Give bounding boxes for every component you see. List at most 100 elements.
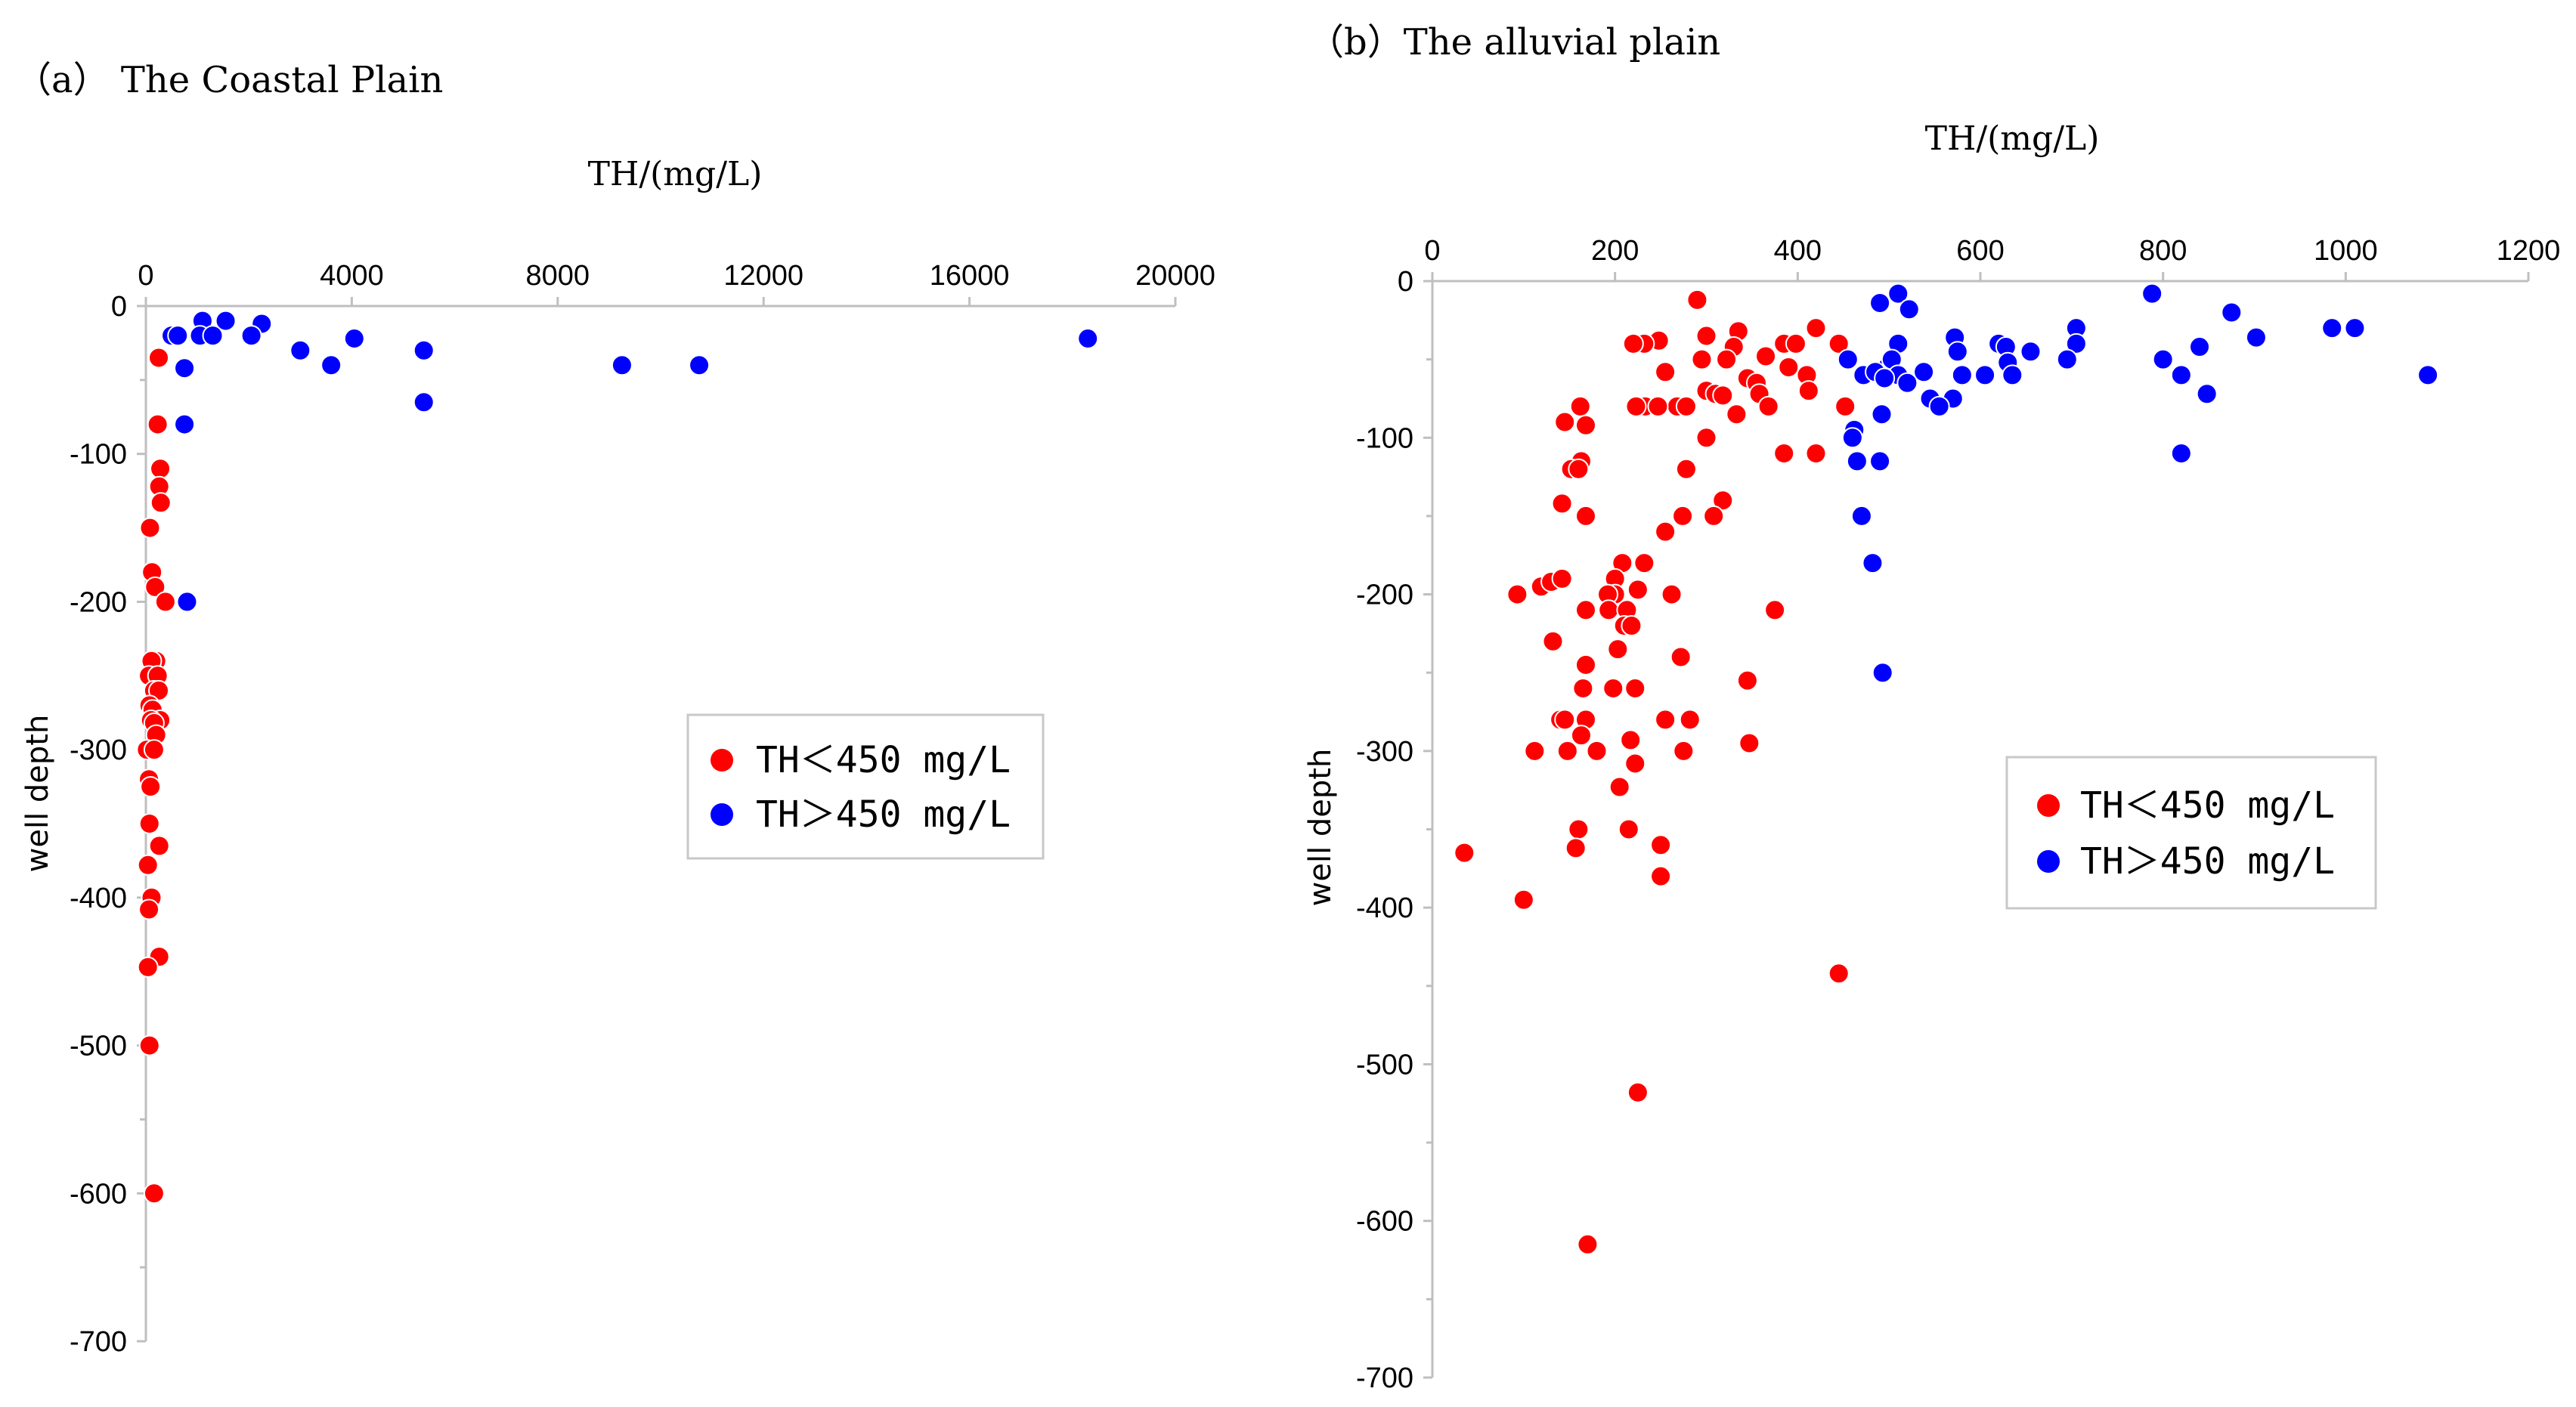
data-point (1951, 364, 1973, 386)
panel-a-x-axis-title: TH/(mg/L) (588, 155, 763, 193)
data-point (1805, 443, 1827, 465)
data-point (1834, 395, 1856, 417)
panel-a-x-tick-label: 4000 (320, 260, 384, 292)
data-point (1755, 345, 1777, 367)
data-point (148, 347, 170, 369)
data-point (1675, 458, 1697, 480)
panel-b-y-tick-label: -300 (1356, 736, 1413, 768)
data-point (1625, 395, 1647, 417)
panel-b-series-low (1454, 289, 1856, 1255)
data-point (2196, 383, 2218, 405)
panel-a-y-tick-label: -100 (70, 439, 127, 471)
data-point (1797, 380, 1819, 402)
panel-b-legend-box (2005, 756, 2377, 910)
panel-b-y-tick-label: 0 (1398, 266, 1413, 298)
panel-b-legend-label-low: TH＜450 mg/L (2080, 784, 2335, 827)
panel-b-y-tick-label: -400 (1356, 892, 1413, 924)
data-point (1691, 348, 1713, 370)
data-point (413, 339, 435, 361)
panel-b-points (1454, 283, 2439, 1255)
data-point (1764, 599, 1786, 621)
data-point (1679, 709, 1701, 731)
data-point (2141, 283, 2163, 305)
data-point (150, 458, 172, 480)
panel-a-legend-label-low: TH＜450 mg/L (756, 739, 1011, 781)
data-point (174, 357, 196, 379)
data-point (1621, 615, 1643, 637)
data-point (1568, 458, 1590, 480)
data-point (1655, 361, 1677, 383)
data-point (1568, 818, 1590, 840)
data-point (1773, 443, 1795, 465)
data-point (1633, 552, 1655, 574)
data-point (1077, 328, 1099, 350)
data-point (1551, 493, 1573, 515)
data-point (138, 813, 160, 834)
data-point (1736, 669, 1758, 691)
panel-a-x-tick-label: 20000 (1135, 260, 1215, 292)
data-point (1869, 292, 1891, 314)
panel-b-x-tick-label: 800 (2139, 235, 2187, 267)
data-point (1928, 395, 1950, 417)
panel-b-y-tick-label: -100 (1356, 422, 1413, 454)
panel-b-x-tick-label: 1200 (2497, 235, 2561, 267)
data-point (167, 325, 189, 347)
data-point (289, 339, 311, 361)
data-point (137, 956, 159, 978)
data-point (1869, 450, 1891, 472)
data-point (2002, 364, 2023, 386)
data-point (154, 591, 176, 613)
data-point (1695, 427, 1717, 449)
data-point (140, 776, 162, 798)
data-point (143, 739, 165, 761)
panel-b-legend: TH＜450 mg/L TH＞450 mg/L (2005, 756, 2377, 910)
panel-a-x-tick-label: 0 (138, 260, 153, 292)
data-point (1569, 395, 1591, 417)
data-point (413, 391, 435, 413)
data-point (343, 328, 365, 350)
data-point (1661, 583, 1683, 605)
panel-b-x-tick-label: 0 (1424, 235, 1440, 267)
data-point (1785, 332, 1807, 354)
data-point (1896, 372, 1918, 394)
panel-a-y-tick-label: -400 (70, 883, 127, 914)
data-point (1703, 505, 1725, 527)
data-point (1512, 889, 1534, 911)
panel-b-y-tick-label: -600 (1356, 1206, 1413, 1238)
data-point (1586, 740, 1608, 762)
panel-a-y-tick-label: -700 (70, 1326, 127, 1358)
panel-a-x-tick-label: 8000 (526, 260, 590, 292)
data-point (2020, 341, 2042, 363)
data-point (1670, 646, 1692, 668)
data-point (1675, 395, 1697, 417)
data-point (1572, 677, 1594, 699)
data-point (1655, 521, 1677, 543)
panel-a-series-high (161, 310, 1099, 613)
data-point (1554, 411, 1576, 433)
data-point (137, 854, 159, 876)
panel-b-title: （b）The alluvial plain (1308, 21, 1720, 63)
data-point (174, 413, 196, 435)
data-point (1622, 332, 1644, 354)
data-point (176, 591, 198, 613)
data-point (1828, 963, 1850, 985)
panel-b-x-tick-label: 200 (1591, 235, 1639, 267)
data-point (1872, 662, 1893, 684)
data-point (1565, 837, 1587, 859)
data-point (1712, 385, 1734, 407)
panel-a-legend-label-high: TH＞450 mg/L (756, 793, 1011, 836)
data-point (1551, 567, 1573, 589)
data-point (1575, 654, 1596, 676)
data-point (1620, 729, 1642, 751)
panel-b-y-tick-label: -200 (1356, 580, 1413, 611)
data-point (1624, 753, 1646, 775)
data-point (1618, 818, 1639, 840)
data-point (2056, 348, 2078, 370)
data-point (1695, 325, 1717, 347)
panel-a-points (136, 310, 1099, 1204)
data-point (147, 413, 169, 435)
data-point (2245, 326, 2267, 348)
panel-a-legend-marker-high (711, 803, 733, 826)
data-point (1575, 599, 1596, 621)
